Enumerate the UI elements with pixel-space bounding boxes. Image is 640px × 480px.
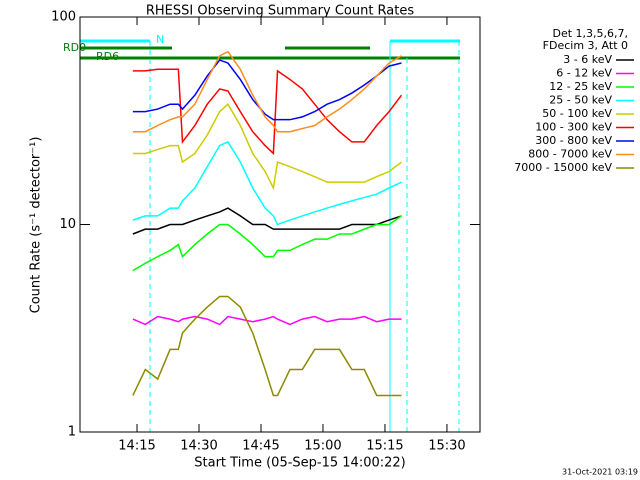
legend-label: 6 - 12 keV [556,67,612,80]
series-line [132,50,402,133]
legend-label: 25 - 50 keV [549,94,612,107]
legend-label: 100 - 300 keV [535,121,612,134]
legend-label: 3 - 6 keV [563,53,612,66]
y-axis-label: Count Rate (s⁻¹ detector⁻¹) [29,137,44,314]
x-tick-label: 14:45 [242,439,279,454]
x-tick-label: 14:30 [180,439,217,454]
legend-header: FDecim 3, Att 0 [543,39,628,52]
legend-label: 300 - 800 keV [535,134,612,147]
series-line [132,207,402,235]
x-tick-label: 15:30 [428,439,465,454]
legend-label: 800 - 7000 keV [528,148,612,161]
series-line [132,315,402,326]
series-line [132,140,402,226]
series-line [132,215,402,272]
x-tick-label: 15:15 [366,439,403,454]
legend-label: 50 - 100 keV [542,107,612,120]
y-tick-label: 10 [59,217,76,232]
x-tick-label: 14:15 [118,439,155,454]
annotation: N [156,33,164,46]
legend-header: Det 1,3,5,6,7, [552,27,628,40]
chart-title: RHESSI Observing Summary Count Rates [146,4,415,19]
x-axis-label: Start Time (05-Sep-15 14:00:22) [194,456,405,471]
status-bars [80,39,460,432]
plot-frame [79,16,481,433]
footer: 31-Oct-2021 03:19 [562,468,638,477]
series-line [132,68,403,156]
annotation: RD0 [63,41,86,54]
legend-label: 7000 - 15000 keV [514,161,612,174]
series-line [132,295,402,397]
series-line [132,103,402,191]
legend-label: 12 - 25 keV [549,80,612,93]
annotation: RD6 [96,50,119,63]
y-tick-label: 1 [68,425,76,440]
x-tick-label: 15:00 [304,439,341,454]
y-tick-label: 100 [51,10,76,25]
series-line [132,59,402,121]
